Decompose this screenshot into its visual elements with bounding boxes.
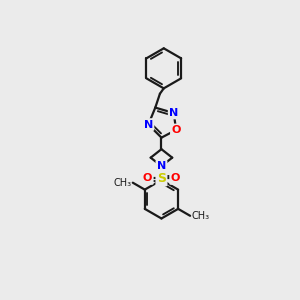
Text: S: S	[157, 172, 166, 185]
Text: N: N	[144, 119, 153, 130]
Text: N: N	[157, 161, 166, 171]
Text: N: N	[169, 108, 178, 118]
Text: O: O	[143, 173, 152, 184]
Text: CH₃: CH₃	[192, 211, 210, 221]
Text: CH₃: CH₃	[113, 178, 131, 188]
Text: O: O	[171, 173, 180, 184]
Text: O: O	[171, 125, 181, 135]
